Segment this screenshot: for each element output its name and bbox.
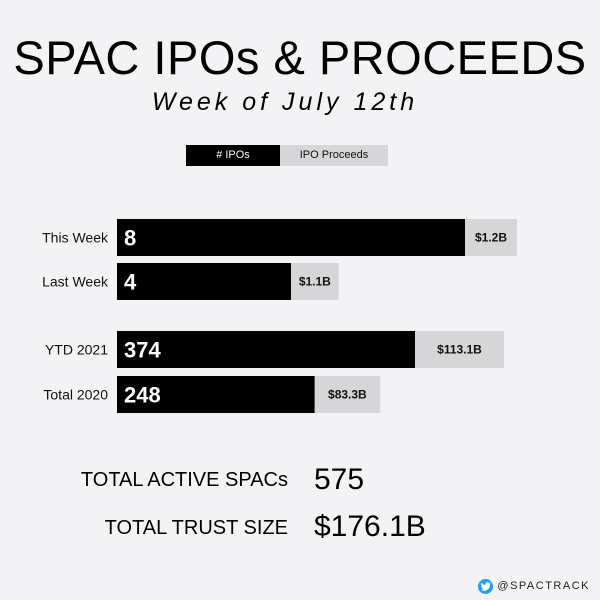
proceeds-value-label-ytd-2021: $113.1B	[437, 343, 482, 357]
proceeds-bar-last-week	[291, 263, 339, 300]
proceeds-bar-total-2020	[314, 376, 381, 413]
ipos-value-label-total-2020: 248	[124, 383, 161, 408]
ipos-value-label-last-week: 4	[124, 270, 137, 295]
summary-value-active: 575	[314, 463, 365, 496]
proceeds-bar-ytd-2021	[415, 331, 504, 368]
legend-ipos: # IPOs	[186, 145, 280, 166]
proceeds-value-label-last-week: $1.1B	[299, 275, 331, 289]
summary-value-trust: $176.1B	[314, 510, 426, 543]
category-label-ytd-2021: YTD 2021	[45, 342, 108, 358]
proceeds-value-label-total-2020: $83.3B	[328, 388, 367, 402]
ipos-value-label-ytd-2021: 374	[124, 338, 161, 363]
ipos-bar-total-2020	[117, 376, 315, 413]
footer-handle: @SPACTRACK	[497, 580, 590, 592]
summary-label-active: TOTAL ACTIVE SPACs	[80, 469, 288, 491]
category-label-this-week: This Week	[42, 230, 109, 246]
summary-label-trust: TOTAL TRUST SIZE	[104, 517, 288, 539]
chart-subtitle: Week of July 12th	[151, 88, 419, 116]
proceeds-bar-this-week	[465, 219, 517, 256]
ipos-bar-ytd-2021	[117, 331, 415, 368]
ipos-bar-this-week	[117, 219, 465, 256]
twitter-bird-icon	[478, 578, 494, 594]
chart-title: SPAC IPOs & PROCEEDS	[13, 31, 587, 84]
legend-proceeds: IPO Proceeds	[280, 145, 388, 166]
footer: @SPACTRACK	[478, 578, 590, 594]
legend: # IPOs IPO Proceeds	[186, 145, 388, 166]
ipos-bar-last-week	[117, 263, 291, 300]
category-label-total-2020: Total 2020	[43, 387, 108, 403]
category-label-last-week: Last Week	[42, 274, 109, 290]
ipos-value-label-this-week: 8	[124, 226, 136, 251]
proceeds-value-label-this-week: $1.2B	[475, 231, 507, 245]
